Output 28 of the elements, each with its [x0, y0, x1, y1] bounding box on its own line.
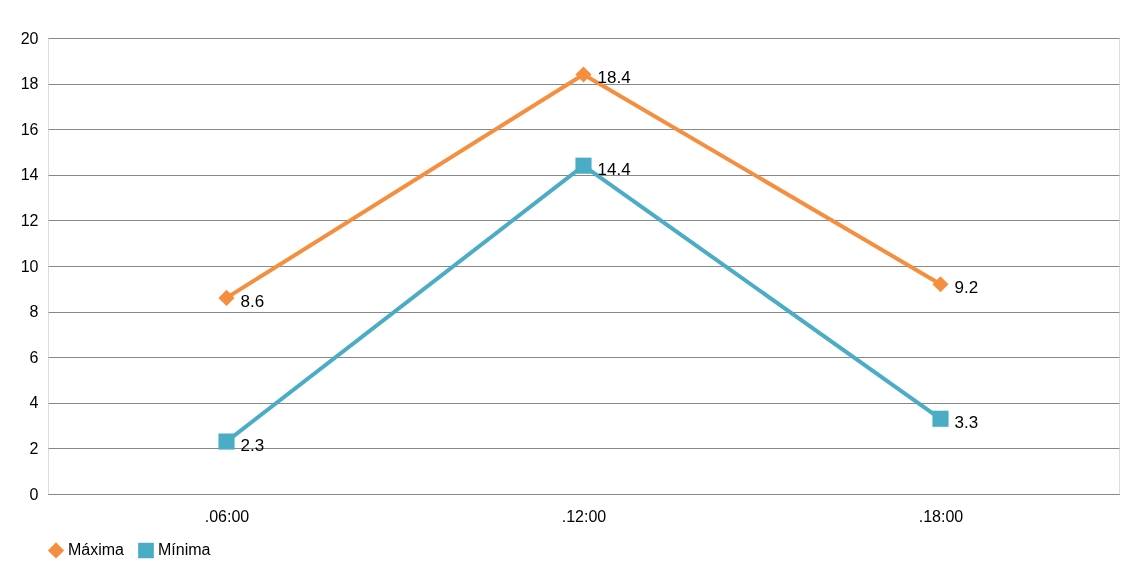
y-tick-label: 0 [29, 485, 39, 503]
legend-label: Mínima [158, 541, 211, 559]
point [218, 433, 235, 450]
y-tick-label: 10 [20, 257, 39, 275]
data-label: 3.3 [954, 412, 979, 432]
y-tick-label: 14 [20, 166, 39, 184]
x-tick-label: .06:00 [204, 507, 250, 525]
x-tick-label: .18:00 [918, 507, 964, 525]
legend-label: Máxima [68, 541, 125, 559]
data-label: 8.6 [240, 291, 265, 311]
y-tick-label: 2 [29, 439, 39, 457]
y-tick-label: 20 [20, 29, 39, 47]
point [932, 410, 949, 427]
data-label: 2.3 [240, 435, 265, 455]
y-tick-label: 4 [29, 394, 39, 412]
y-tick-label: 8 [29, 303, 39, 321]
data-label: 9.2 [954, 278, 979, 298]
point [575, 157, 592, 174]
data-label: 14.4 [597, 159, 631, 179]
y-tick-label: 16 [20, 120, 39, 138]
y-tick-label: 6 [29, 348, 39, 366]
point [932, 276, 949, 293]
y-tick-label: 18 [20, 75, 39, 93]
x-tick-label: .12:00 [561, 507, 607, 525]
point [218, 289, 235, 306]
point [575, 66, 592, 83]
data-label: 18.4 [597, 68, 631, 88]
y-tick-label: 12 [20, 211, 39, 229]
